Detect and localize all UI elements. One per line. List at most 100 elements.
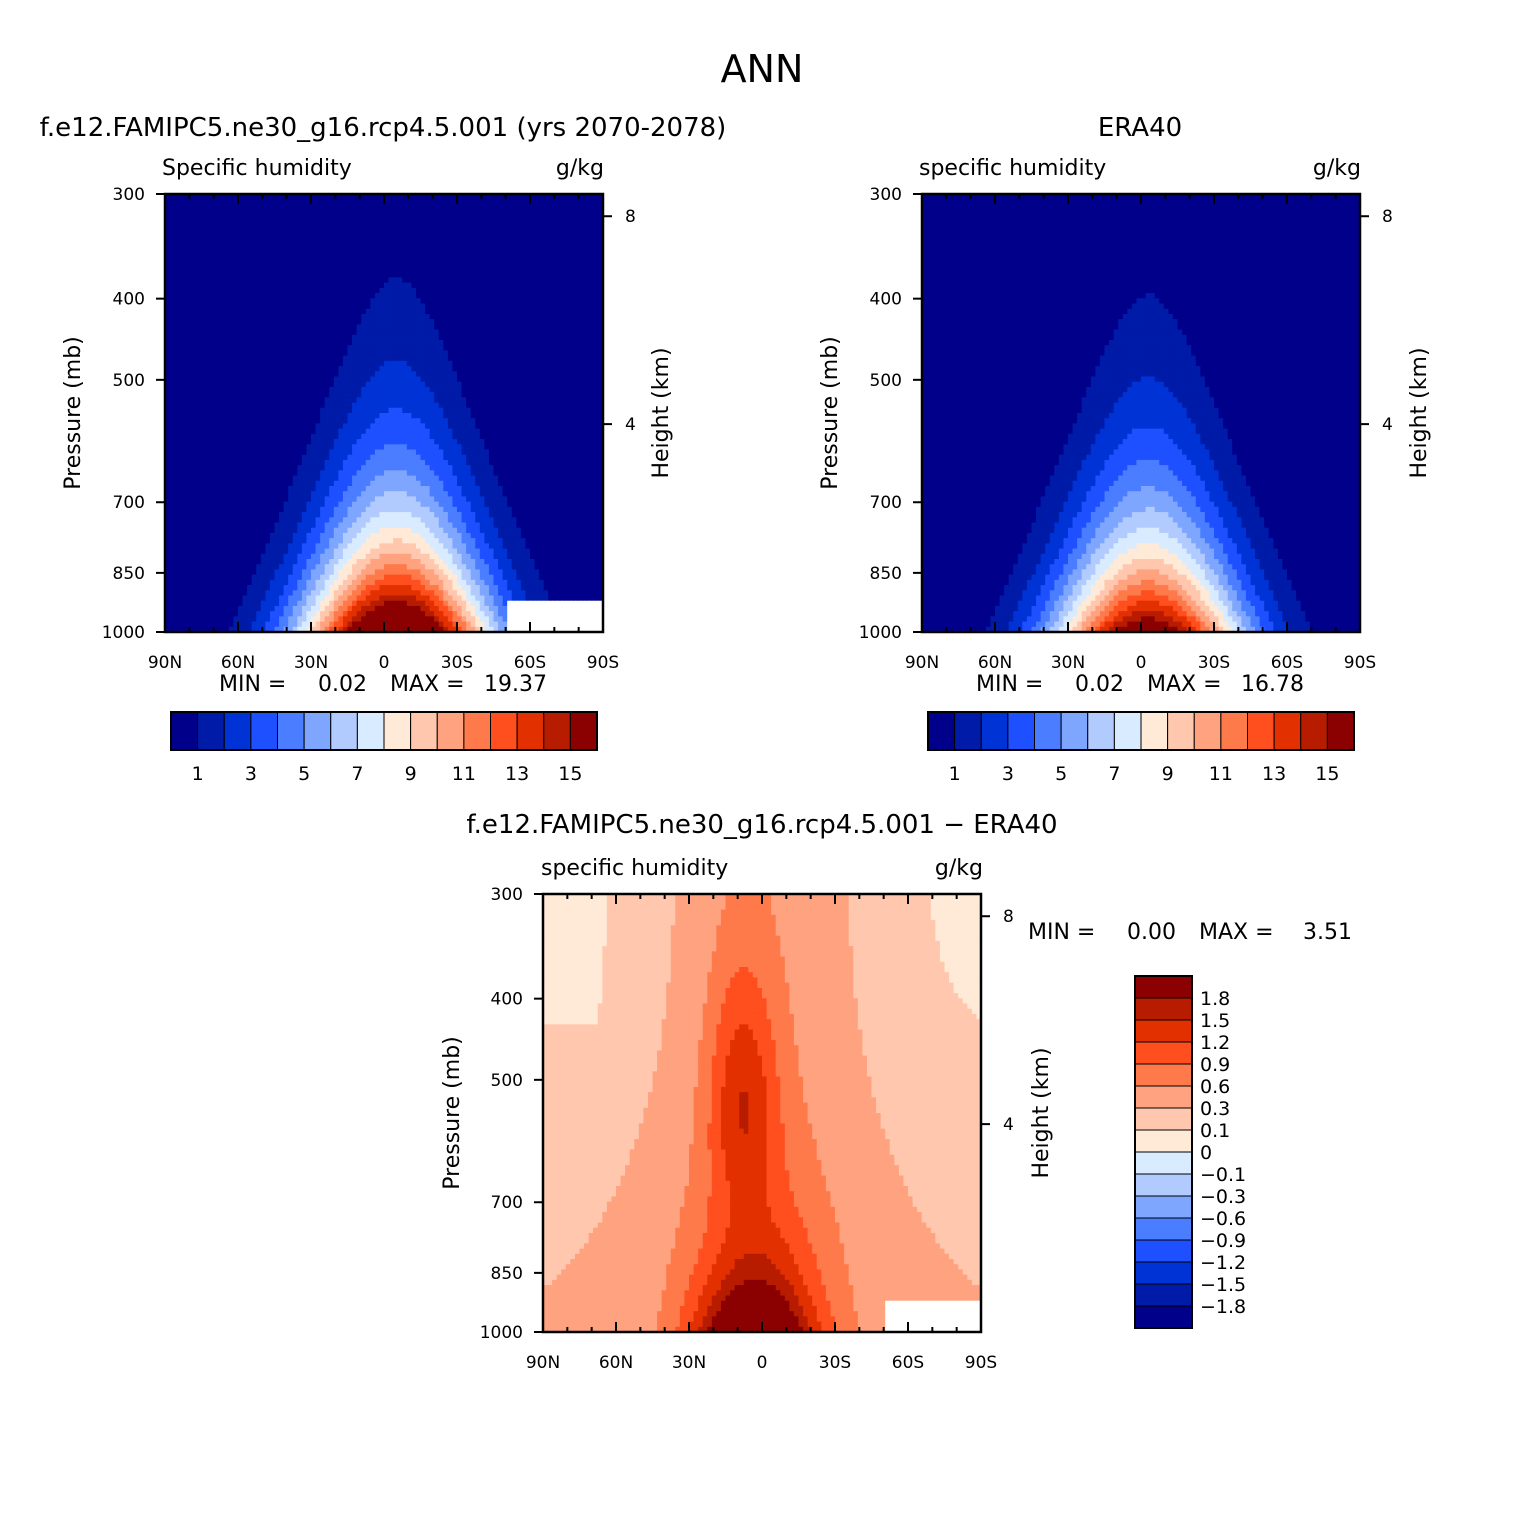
model-field-cell bbox=[562, 340, 567, 346]
model-field-cell bbox=[366, 434, 371, 440]
model-field-cell bbox=[398, 403, 403, 409]
model-field-cell bbox=[361, 450, 366, 456]
model-field-cell bbox=[498, 403, 503, 409]
model-field-cell bbox=[256, 309, 261, 315]
model-field-cell bbox=[521, 382, 526, 388]
model-field-cell bbox=[215, 403, 220, 409]
model-field-cell bbox=[197, 423, 202, 429]
model-field-cell bbox=[421, 272, 426, 278]
model-field-cell bbox=[352, 345, 357, 351]
model-field-cell bbox=[443, 423, 448, 429]
model-field-cell bbox=[247, 392, 252, 398]
model-field-cell bbox=[211, 423, 216, 429]
model-field-cell bbox=[498, 460, 503, 466]
model-field-cell bbox=[311, 330, 316, 336]
model-field-cell bbox=[370, 439, 375, 445]
model-field-cell bbox=[580, 283, 585, 289]
model-field-cell bbox=[452, 215, 457, 221]
model-field-cell bbox=[348, 215, 353, 221]
model-field-cell bbox=[306, 246, 311, 252]
model-field-cell bbox=[457, 251, 462, 257]
model-field-cell bbox=[398, 408, 403, 414]
model-field-cell bbox=[475, 361, 480, 367]
model-field-cell bbox=[297, 199, 302, 205]
model-field-cell bbox=[233, 455, 238, 461]
model-field-cell bbox=[202, 444, 207, 450]
model-field-cell bbox=[233, 257, 238, 263]
model-field-cell bbox=[293, 251, 298, 257]
model-field-cell bbox=[229, 251, 234, 257]
model-field-cell bbox=[325, 403, 330, 409]
model-field-cell bbox=[480, 450, 485, 456]
model-field-cell bbox=[197, 199, 202, 205]
model-field-cell bbox=[348, 309, 353, 315]
model-field-cell bbox=[375, 298, 380, 304]
model-field-cell bbox=[288, 288, 293, 294]
model-field-cell bbox=[580, 366, 585, 372]
model-field-cell bbox=[334, 246, 339, 252]
model-field-cell bbox=[553, 413, 558, 419]
model-field-cell bbox=[192, 335, 197, 341]
model-field-cell bbox=[462, 330, 467, 336]
model-field-cell bbox=[211, 225, 216, 231]
model-field-cell bbox=[439, 340, 444, 346]
model-field-cell bbox=[489, 298, 494, 304]
model-field-cell bbox=[425, 324, 430, 330]
model-field-cell bbox=[284, 455, 289, 461]
model-field-cell bbox=[389, 272, 394, 278]
model-field-cell bbox=[562, 210, 567, 216]
model-field-cell bbox=[256, 225, 261, 231]
model-field-cell bbox=[174, 397, 179, 403]
model-field-cell bbox=[389, 371, 394, 377]
model-field-cell bbox=[293, 340, 298, 346]
model-field-cell bbox=[539, 340, 544, 346]
model-field-cell bbox=[375, 366, 380, 372]
model-field-cell bbox=[197, 361, 202, 367]
model-field-cell bbox=[316, 403, 321, 409]
model-field-cell bbox=[233, 246, 238, 252]
model-field-cell bbox=[516, 215, 521, 221]
model-field-cell bbox=[402, 225, 407, 231]
model-field-cell bbox=[297, 324, 302, 330]
model-field-cell bbox=[325, 392, 330, 398]
model-field-cell bbox=[288, 460, 293, 466]
model-field-cell bbox=[557, 361, 562, 367]
model-field-cell bbox=[211, 215, 216, 221]
model-field-cell bbox=[370, 262, 375, 268]
model-field-cell bbox=[416, 288, 421, 294]
model-field-cell bbox=[224, 350, 229, 356]
model-field-cell bbox=[343, 366, 348, 372]
model-field-cell bbox=[288, 387, 293, 393]
model-field-cell bbox=[457, 403, 462, 409]
model-field-cell bbox=[498, 199, 503, 205]
model-field-cell bbox=[238, 413, 243, 419]
model-field-cell bbox=[503, 434, 508, 440]
model-field-cell bbox=[553, 199, 558, 205]
model-field-cell bbox=[389, 215, 394, 221]
model-field-cell bbox=[229, 382, 234, 388]
model-field-cell bbox=[238, 236, 243, 242]
model-field-cell bbox=[402, 293, 407, 299]
model-field-cell bbox=[462, 225, 467, 231]
model-field-cell bbox=[183, 199, 188, 205]
model-field-cell bbox=[553, 309, 558, 315]
model-field-cell bbox=[316, 215, 321, 221]
model-field-cell bbox=[297, 361, 302, 367]
model-field-cell bbox=[293, 262, 298, 268]
model-field-cell bbox=[521, 324, 526, 330]
model-field-cell bbox=[548, 267, 553, 273]
model-field-cell bbox=[562, 262, 567, 268]
model-field-cell bbox=[498, 283, 503, 289]
model-field-cell bbox=[576, 350, 581, 356]
model-field-cell bbox=[375, 257, 380, 263]
model-field-cell bbox=[306, 382, 311, 388]
model-field-cell bbox=[452, 350, 457, 356]
model-field-cell bbox=[521, 361, 526, 367]
model-field-cell bbox=[402, 361, 407, 367]
model-field-cell bbox=[521, 262, 526, 268]
model-field-cell bbox=[512, 251, 517, 257]
model-field-cell bbox=[348, 340, 353, 346]
model-field-cell bbox=[293, 387, 298, 393]
model-field-cell bbox=[525, 423, 530, 429]
model-field-cell bbox=[352, 434, 357, 440]
